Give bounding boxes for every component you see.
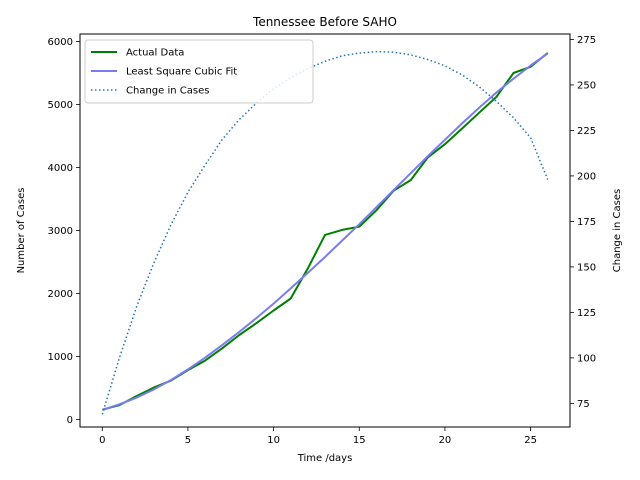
y2-axis-label: Change in Cases: [612, 189, 623, 272]
legend-box: [84, 39, 314, 104]
y2-tick-label: 200: [577, 171, 596, 182]
legend-label-2: Least Square Cubic Fit: [126, 67, 237, 78]
x-tick-label: 20: [439, 435, 452, 446]
x-tick-label: 0: [99, 435, 105, 446]
y2-tick-label: 150: [577, 262, 596, 273]
y2-tick-label: 250: [577, 80, 596, 91]
x-tick-label: 15: [353, 435, 366, 446]
y-tick-label: 5000: [48, 100, 73, 111]
y-tick-label: 3000: [48, 226, 73, 237]
legend-label-1: Actual Data: [126, 48, 184, 59]
y-axis-ticks: 0 1000 2000 3000 4000 5000 6000: [48, 37, 80, 426]
y2-axis-ticks: 75 100 125 150 175 200 225 250 275: [570, 35, 596, 410]
y-axis-label: Number of Cases: [16, 188, 27, 274]
legend: Actual Data Least Square Cubic Fit Change …: [84, 39, 314, 104]
y-tick-label: 4000: [48, 163, 73, 174]
y2-tick-label: 275: [577, 35, 596, 46]
legend-label-3: Change in Cases: [126, 86, 209, 97]
y2-tick-label: 175: [577, 217, 596, 228]
y2-tick-label: 125: [577, 308, 596, 319]
y2-tick-label: 75: [577, 399, 590, 410]
y2-tick-label: 225: [577, 126, 596, 137]
x-axis-ticks: 0 5 10 15 20 25: [99, 427, 537, 446]
y-tick-label: 6000: [48, 37, 73, 48]
y-tick-label: 0: [67, 415, 73, 426]
chart-title: Tennessee Before SAHO: [252, 15, 397, 29]
y-tick-label: 2000: [48, 289, 73, 300]
x-tick-label: 25: [524, 435, 537, 446]
x-axis-label: Time /days: [297, 453, 353, 464]
x-tick-label: 5: [185, 435, 191, 446]
plot-lines: [101, 50, 549, 415]
y2-tick-label: 100: [577, 353, 596, 364]
series-line-2: [101, 52, 549, 411]
x-tick-label: 10: [267, 435, 280, 446]
y-tick-label: 1000: [48, 352, 73, 363]
series-line-3: [101, 50, 549, 415]
